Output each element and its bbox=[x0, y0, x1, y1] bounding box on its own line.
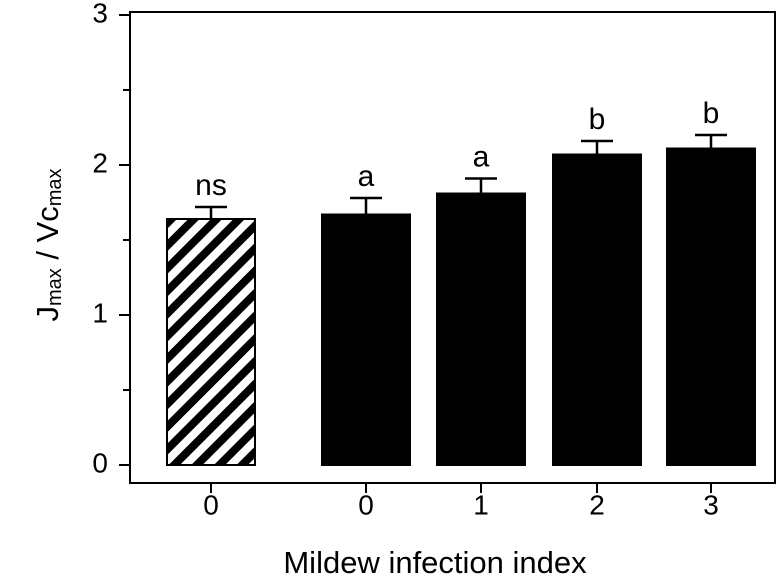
significance-letter: b bbox=[703, 97, 720, 130]
y-axis-label-part: J bbox=[30, 306, 65, 322]
y-tick-label: 2 bbox=[92, 147, 108, 178]
significance-letter: a bbox=[358, 160, 375, 193]
bar bbox=[166, 218, 256, 466]
x-tick-label: 0 bbox=[203, 489, 219, 520]
y-axis-label-part: / Vc bbox=[30, 206, 65, 268]
y-tick-label: 3 bbox=[92, 0, 108, 28]
error-bar bbox=[195, 205, 227, 219]
significance-letter: ns bbox=[195, 169, 227, 202]
significance-letter: b bbox=[589, 103, 606, 136]
error-bar bbox=[695, 133, 727, 149]
error-bar bbox=[581, 139, 613, 155]
bar bbox=[666, 147, 756, 466]
x-tick-label: 0 bbox=[358, 489, 374, 520]
bar bbox=[321, 213, 411, 466]
y-tick-label: 1 bbox=[92, 297, 108, 328]
error-bar bbox=[465, 177, 497, 194]
y-tick-label: 0 bbox=[92, 447, 108, 478]
y-axis-label-part: max bbox=[44, 268, 66, 306]
y-axis-label-part: max bbox=[44, 168, 66, 206]
bar bbox=[436, 192, 526, 466]
bar bbox=[552, 153, 642, 466]
plot-frame bbox=[129, 11, 776, 484]
error-bar bbox=[350, 196, 382, 215]
x-axis-label: Mildew infection index bbox=[283, 545, 587, 580]
x-tick-label: 3 bbox=[703, 489, 719, 520]
y-axis-label: Jmax / Vcmax bbox=[30, 168, 66, 321]
significance-letter: a bbox=[473, 140, 490, 173]
x-tick-label: 2 bbox=[589, 489, 605, 520]
x-tick-label: 1 bbox=[473, 489, 489, 520]
